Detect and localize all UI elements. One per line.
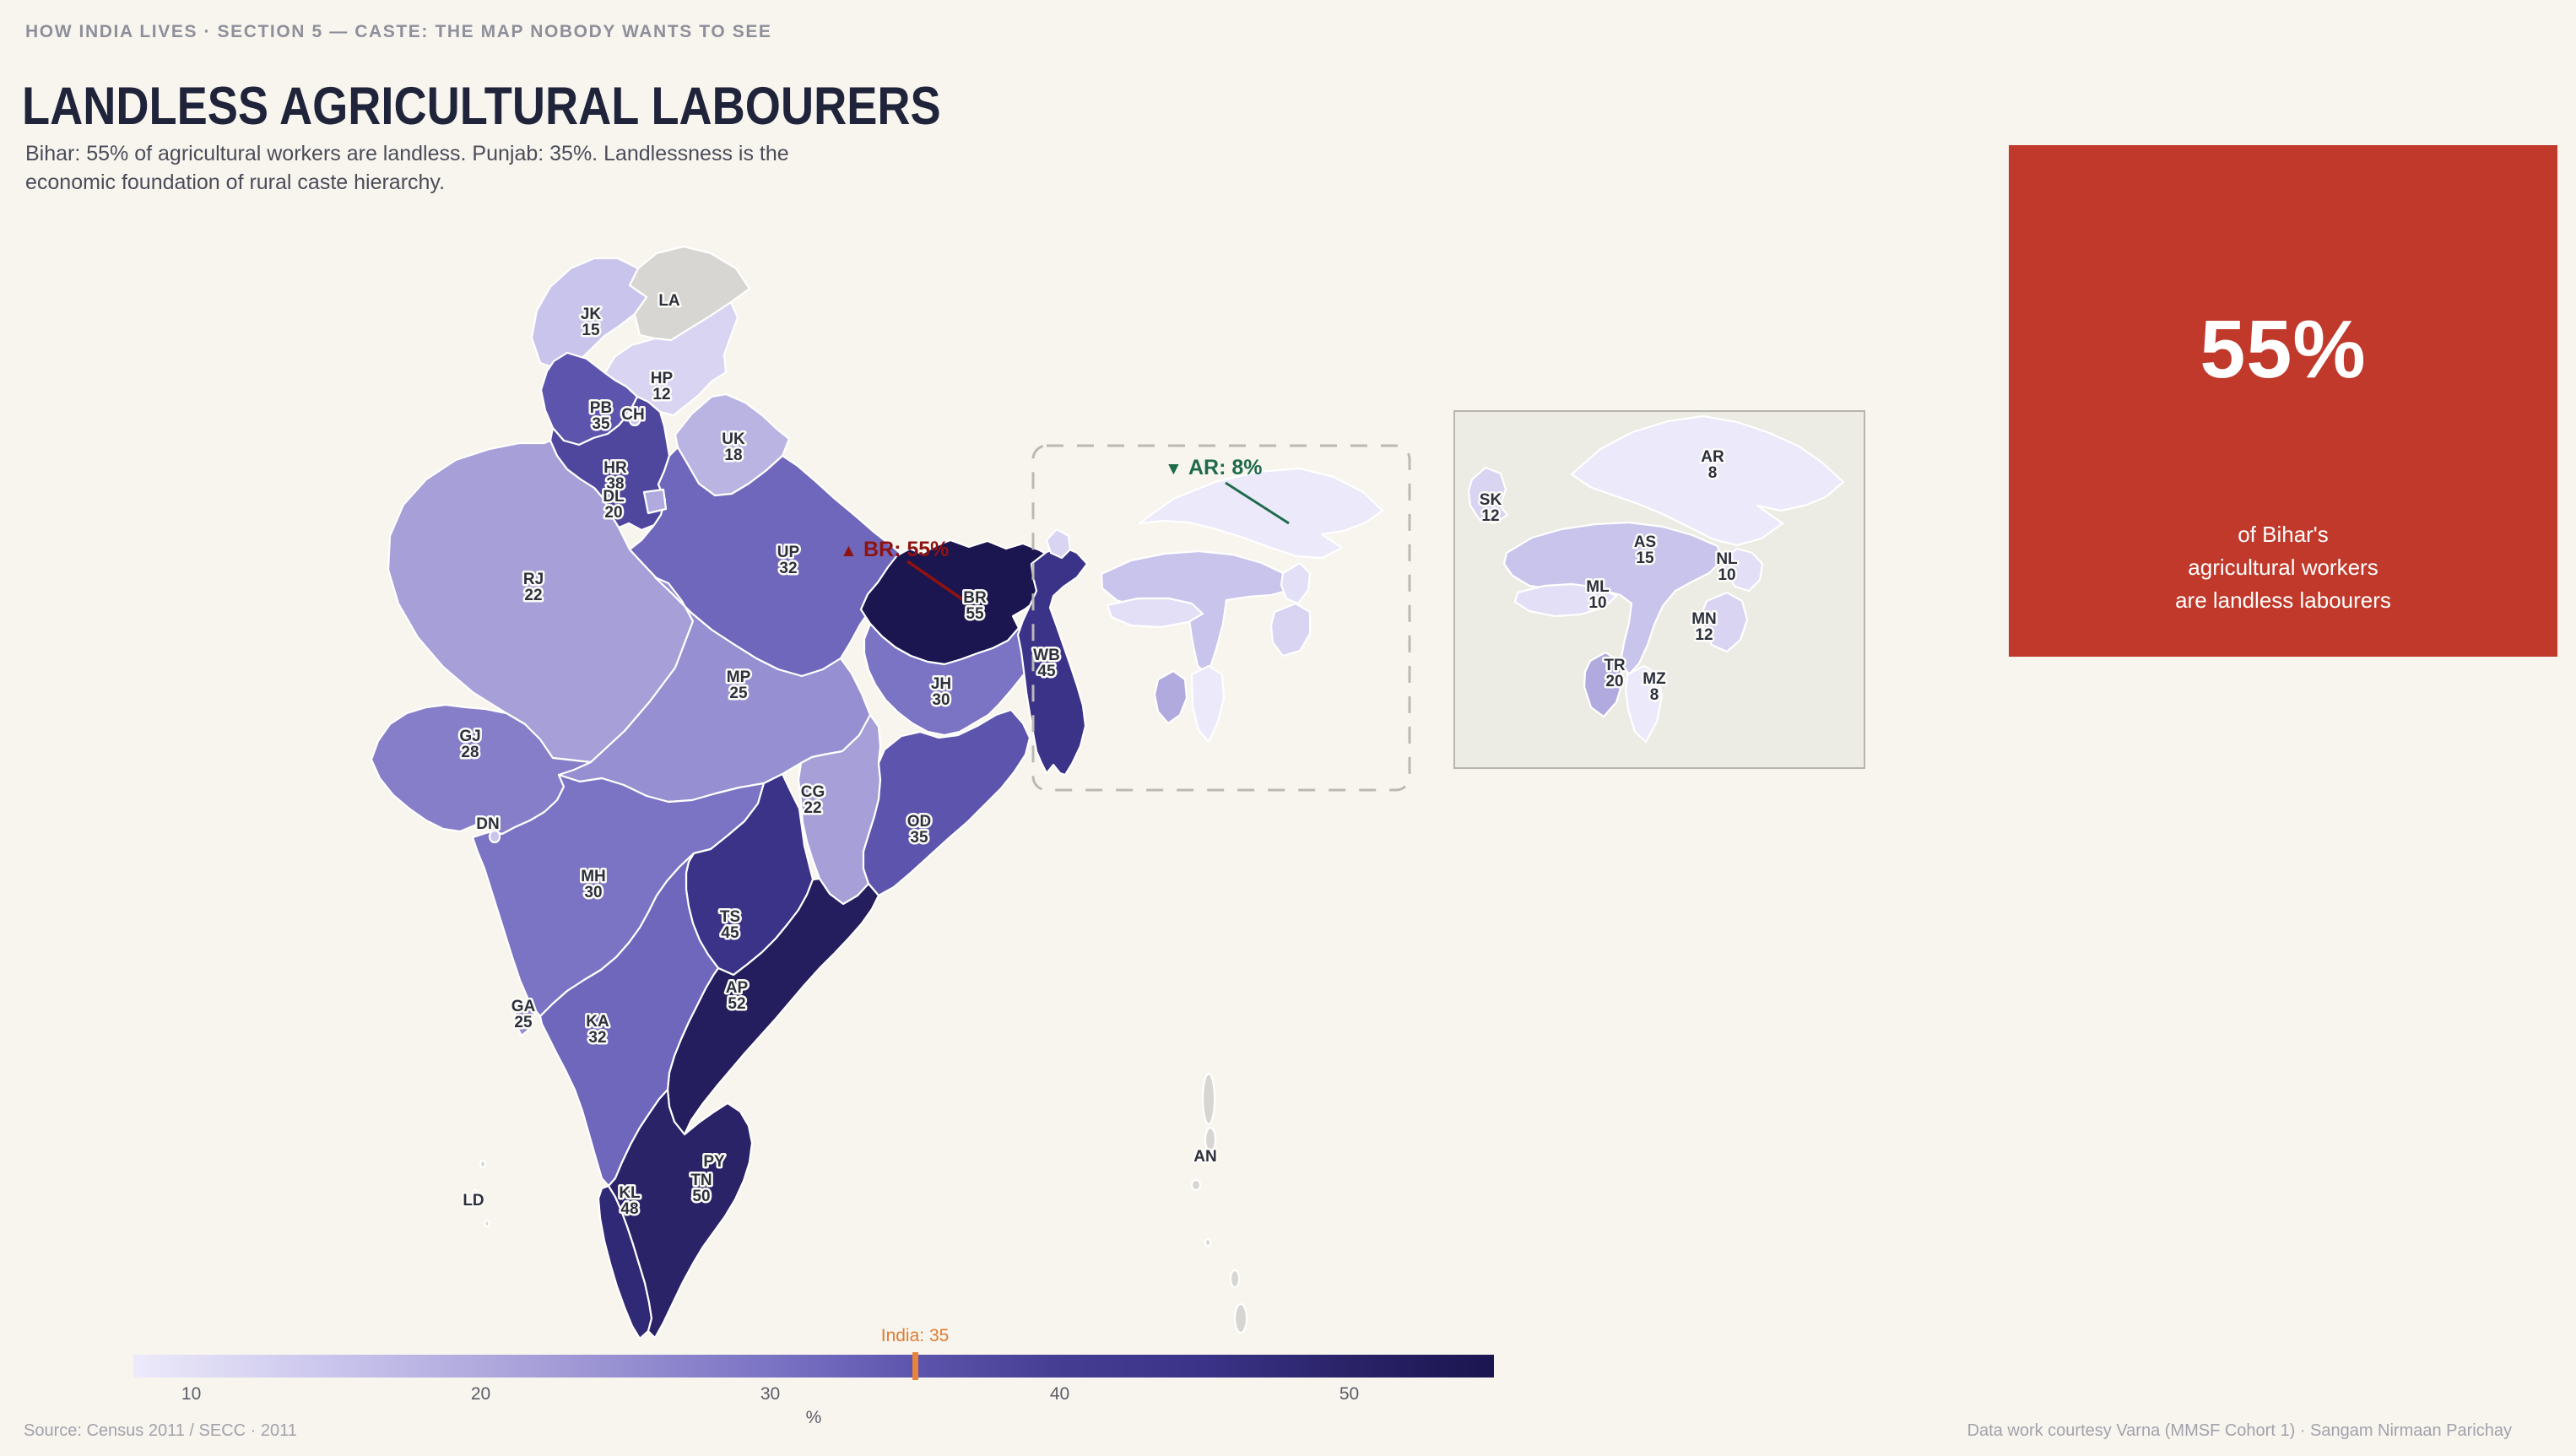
credit-note: Data work courtesy Varna (MMSF Cohort 1)… <box>1967 1421 2512 1440</box>
state-JH[interactable] <box>863 622 1037 737</box>
state-AP[interactable] <box>666 877 880 1136</box>
state-label-DN: DN <box>476 815 499 833</box>
legend-tick: 10 <box>181 1384 202 1404</box>
state-CH[interactable] <box>628 414 641 427</box>
state-label-UP: UP 32 <box>777 544 800 577</box>
state-label-AR: AR 8 <box>1701 448 1724 482</box>
state-LD[interactable] <box>472 1159 490 1228</box>
state-NL-inset[interactable] <box>1720 547 1764 593</box>
state-MN-inset[interactable] <box>1701 591 1749 653</box>
state-GA[interactable] <box>512 998 536 1037</box>
state-label-MN: MN 12 <box>1691 610 1717 644</box>
subtitle: Bihar: 55% of agricultural workers are l… <box>25 142 789 194</box>
state-label-BR: BR 55 <box>963 589 987 623</box>
state-label-TR: TR 20 <box>1604 657 1626 690</box>
state-DL[interactable] <box>642 488 668 515</box>
state-label-TS: TS 45 <box>720 908 740 942</box>
state-label-LA: LA <box>658 292 680 310</box>
state-OD[interactable] <box>862 708 1031 897</box>
state-label-AN: AN <box>1193 1148 1216 1166</box>
callout-caption: of Bihar's agricultural workers are land… <box>2009 518 2557 617</box>
state-label-TN: TN 50 <box>690 1172 712 1205</box>
state-label-HR: HR 38 <box>603 459 627 493</box>
state-label-GA: GA 25 <box>511 998 536 1031</box>
india-average-marker <box>912 1352 918 1380</box>
state-NL[interactable] <box>1280 561 1312 605</box>
max-annotation-label: BR: 55% <box>863 538 949 561</box>
max-annotation-line <box>906 560 966 603</box>
state-AR-inset[interactable] <box>1570 414 1845 547</box>
state-label-CH: CH <box>621 406 644 424</box>
state-MZ[interactable] <box>1190 664 1226 744</box>
state-GJ[interactable] <box>370 703 593 836</box>
state-label-LD: LD <box>463 1192 484 1210</box>
callout-caption-line: are landless labourers <box>2175 587 2391 613</box>
state-label-PY: PY <box>703 1153 725 1171</box>
state-AR[interactable] <box>1138 467 1384 560</box>
state-label-KA: KA 32 <box>586 1013 609 1047</box>
callout-value: 55% <box>2200 303 2367 395</box>
state-SK[interactable] <box>1045 528 1072 560</box>
state-WB[interactable] <box>1016 544 1089 777</box>
legend-tick: 40 <box>1049 1384 1070 1404</box>
legend-tick: 30 <box>760 1384 781 1404</box>
state-label-RJ: RJ 22 <box>523 571 544 604</box>
state-AN[interactable] <box>1190 1072 1248 1334</box>
state-label-CG: CG 22 <box>801 783 825 817</box>
state-label-UK: UK 18 <box>722 430 745 464</box>
state-TR-inset[interactable] <box>1583 651 1625 718</box>
page-title: LANDLESS AGRICULTURAL LABOURERS <box>22 77 941 136</box>
callout-caption-line: agricultural workers <box>2188 555 2378 580</box>
state-ML[interactable] <box>1106 597 1204 629</box>
min-annotation-label: AR: 8% <box>1188 456 1263 479</box>
state-UP[interactable] <box>628 446 906 678</box>
color-scale-legend: India: 35 % 10 20 30 40 50 <box>133 1326 1494 1427</box>
color-scale-bar <box>133 1355 1494 1378</box>
state-DN[interactable] <box>488 829 501 844</box>
state-label-MH: MH 30 <box>581 868 606 901</box>
min-annotation-symbol: ▼ <box>1165 459 1182 479</box>
state-KA[interactable] <box>538 852 720 1188</box>
northeast-focus-outline <box>1031 444 1411 792</box>
min-annotation-line <box>1225 481 1290 525</box>
state-label-AS: AS 15 <box>1634 533 1656 567</box>
state-label-GJ: GJ 28 <box>459 728 480 761</box>
state-TN[interactable] <box>607 1088 754 1340</box>
state-label-WB: WB 45 <box>1033 647 1060 680</box>
state-label-KL: KL 48 <box>619 1184 641 1218</box>
state-label-OD: OD 35 <box>907 813 932 847</box>
state-MZ-inset[interactable] <box>1624 664 1664 744</box>
state-TR[interactable] <box>1153 669 1188 725</box>
max-annotation-symbol: ▲ <box>840 541 858 560</box>
india-average-label: India: 35 <box>880 1326 950 1345</box>
state-label-JK: JK 15 <box>581 306 602 339</box>
state-label-MP: MP 25 <box>727 668 751 702</box>
state-label-PB: PB 35 <box>590 399 612 433</box>
state-SK-inset[interactable] <box>1467 466 1509 525</box>
callout-caption-line: of Bihar's <box>2238 522 2329 547</box>
state-label-SK: SK 12 <box>1480 491 1502 525</box>
state-label-MZ: MZ 8 <box>1642 670 1666 704</box>
state-label-AP: AP 52 <box>726 979 749 1013</box>
state-label-DL: DL 20 <box>603 488 625 522</box>
state-label-NL: NL 10 <box>1716 550 1738 584</box>
state-MN[interactable] <box>1269 602 1312 658</box>
legend-tick: 50 <box>1339 1384 1360 1404</box>
state-label-HP: HP 12 <box>651 370 674 403</box>
legend-axis-label: % <box>805 1408 822 1427</box>
kicker: HOW INDIA LIVES · SECTION 5 — CASTE: THE… <box>25 22 772 41</box>
callout-card: 55% of Bihar's agricultural workers are … <box>2009 145 2557 657</box>
state-label-JH: JH 30 <box>931 675 951 709</box>
legend-tick: 20 <box>470 1384 491 1404</box>
state-ML-inset[interactable] <box>1513 582 1618 618</box>
source-note: Source: Census 2011 / SECC · 2011 <box>24 1421 297 1440</box>
state-label-ML: ML 10 <box>1586 578 1610 612</box>
